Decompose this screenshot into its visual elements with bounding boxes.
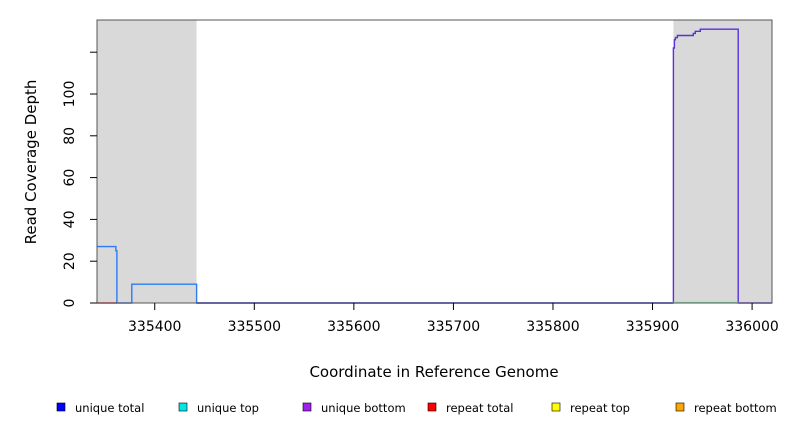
x-axis-title: Coordinate in Reference Genome	[309, 363, 558, 381]
legend-swatch	[178, 402, 188, 412]
x-tick-label: 335600	[327, 319, 380, 335]
x-tick-label: 336000	[725, 319, 778, 335]
legend-label: repeat bottom	[694, 401, 777, 415]
x-tick-label: 335500	[228, 319, 281, 335]
legend-item-repeat-bottom: repeat bottom	[675, 401, 777, 415]
legend-label: unique total	[75, 401, 144, 415]
legend-swatch	[56, 402, 66, 412]
y-tick-label: 0	[62, 299, 78, 308]
legend-swatch	[675, 402, 685, 412]
y-tick-label: 100	[62, 81, 78, 108]
y-axis: 0 20 40 60 80 100	[62, 51, 97, 308]
x-tick-label: 335900	[626, 319, 679, 335]
legend-item-unique-top: unique top	[178, 401, 259, 415]
y-tick-label: 60	[62, 169, 78, 187]
shaded-region-0	[97, 20, 197, 303]
legend-item-unique-bottom: unique bottom	[302, 401, 406, 415]
x-tick-label: 335400	[128, 319, 181, 335]
series-lines	[97, 28, 772, 304]
x-axis: 335400 335500 335600 335700 335800 335900 3360…	[128, 303, 779, 335]
y-tick-label: 80	[62, 127, 78, 145]
legend-swatch	[551, 402, 561, 412]
legend-item-repeat-top: repeat top	[551, 401, 630, 415]
legend-item-repeat-total: repeat total	[427, 401, 513, 415]
y-tick-label: 20	[62, 252, 78, 270]
plot-frame	[96, 19, 773, 304]
legend-swatch	[427, 402, 437, 412]
legend-label: unique bottom	[321, 401, 406, 415]
y-axis-title: Read Coverage Depth	[22, 80, 40, 245]
x-tick-label: 335800	[526, 319, 579, 335]
x-tick-label: 335700	[427, 319, 480, 335]
legend-item-unique-total: unique total	[56, 401, 144, 415]
legend-label: unique top	[197, 401, 259, 415]
shaded-regions	[97, 20, 772, 303]
shaded-region-1	[673, 20, 772, 303]
legend-label: repeat top	[570, 401, 630, 415]
legend-swatch	[302, 402, 312, 412]
series-line-unique-bottom	[196, 28, 772, 304]
legend-label: repeat total	[446, 401, 513, 415]
y-tick-label: 40	[62, 210, 78, 228]
legend: unique total unique top unique bottom repea…	[56, 401, 777, 415]
